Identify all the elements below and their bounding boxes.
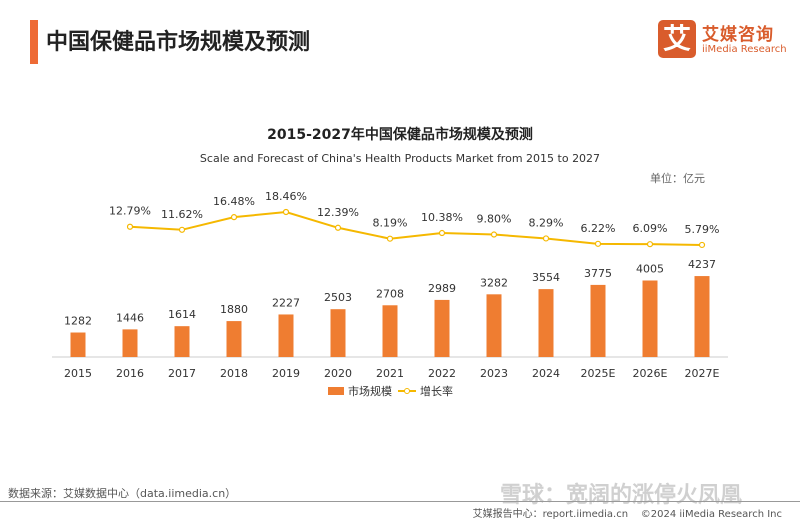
report-center: 艾媒报告中心：report.iimedia.cn xyxy=(472,509,629,520)
growth-point-2020 xyxy=(334,224,342,231)
x-tick-label: 2019 xyxy=(272,367,300,380)
x-tick-label: 2026E xyxy=(633,367,668,380)
growth-point-2025E xyxy=(594,240,602,247)
legend-bar-label: 市场规模 xyxy=(348,384,392,398)
bar-value-label: 1880 xyxy=(220,303,248,316)
bar-value-label: 3775 xyxy=(584,267,612,280)
bar-2025E xyxy=(590,284,606,357)
unit-label: 单位：亿元 xyxy=(650,171,705,185)
title-accent-bar xyxy=(30,20,38,64)
chart: 2015-2027年中国保健品市场规模及预测 Scale and Forecas… xyxy=(52,126,728,398)
bar-2017 xyxy=(174,326,190,357)
x-tick-label: 2027E xyxy=(685,367,720,380)
logo-mark: 艾 xyxy=(658,20,696,58)
bar-value-label: 3554 xyxy=(532,271,560,284)
growth-rate-line xyxy=(129,210,703,246)
x-tick-label: 2025E xyxy=(581,367,616,380)
growth-rate-label: 8.19% xyxy=(373,217,408,230)
x-tick-label: 2015 xyxy=(64,367,92,380)
x-tick-label: 2020 xyxy=(324,367,352,380)
bar-2018 xyxy=(226,321,242,357)
growth-rate-label: 6.09% xyxy=(633,222,668,235)
bar-value-label: 1614 xyxy=(168,308,196,321)
growth-rate-label: 10.38% xyxy=(421,211,463,224)
growth-point-2022 xyxy=(438,229,446,237)
growth-point-2019 xyxy=(282,208,290,216)
x-tick-label: 2018 xyxy=(220,367,248,380)
data-source: 数据来源：艾媒数据中心（data.iimedia.cn） xyxy=(8,487,237,500)
chart-subtitle: Scale and Forecast of China's Health Pro… xyxy=(200,152,600,165)
bar-value-label: 2989 xyxy=(428,282,456,295)
growth-point-2017 xyxy=(178,226,186,233)
logo-name-cn: 艾媒咨询 xyxy=(702,25,774,45)
x-tick-label: 2022 xyxy=(428,367,456,380)
growth-rate-label: 18.46% xyxy=(265,190,307,203)
bar-2027E xyxy=(694,276,710,357)
growth-point-2023 xyxy=(490,231,498,238)
growth-rate-label: 16.48% xyxy=(213,195,255,208)
growth-rate-label: 12.39% xyxy=(317,206,359,219)
bar-value-label: 4237 xyxy=(688,258,716,271)
bar-value-label: 1446 xyxy=(116,311,144,324)
legend-line-label: 增长率 xyxy=(420,384,453,398)
growth-rate-label: 12.79% xyxy=(109,205,151,218)
growth-point-2018 xyxy=(230,214,238,221)
x-tick-label: 2021 xyxy=(376,367,404,380)
bar-2024 xyxy=(538,289,554,357)
growth-rate-label: 11.62% xyxy=(161,208,203,221)
x-tick-label: 2017 xyxy=(168,367,196,380)
bar-2015 xyxy=(70,332,86,357)
bar-value-label: 3282 xyxy=(480,276,508,289)
x-tick-label: 2016 xyxy=(116,367,144,380)
footer-info: 艾媒报告中心：report.iimedia.cn ©2024 iiMedia R… xyxy=(473,505,782,520)
chart-title: 2015-2027年中国保健品市场规模及预测 xyxy=(267,126,533,143)
bar-2022 xyxy=(434,299,450,357)
x-tick-label: 2024 xyxy=(532,367,560,380)
bar-value-label: 2503 xyxy=(324,291,352,304)
growth-point-2026E xyxy=(646,241,654,248)
bar-2019 xyxy=(278,314,294,357)
x-tick-label: 2023 xyxy=(480,367,508,380)
bar-value-label: 2708 xyxy=(376,287,404,300)
growth-rate-label: 5.79% xyxy=(685,223,720,236)
logo-name-en: iiMedia Research xyxy=(702,44,787,55)
bar-value-label: 1282 xyxy=(64,315,92,328)
bar-value-label: 2227 xyxy=(272,296,300,309)
legend: 市场规模 增长率 xyxy=(328,384,453,398)
watermark: 雪球：宽阔的涨停火凤凰 xyxy=(500,483,743,508)
growth-point-2027E xyxy=(698,241,706,249)
growth-point-2021 xyxy=(386,235,394,242)
growth-point-2016 xyxy=(126,223,134,230)
bar-2021 xyxy=(382,305,398,357)
footer-divider xyxy=(0,501,800,502)
bar-2026E xyxy=(642,280,658,357)
bar-2023 xyxy=(486,294,502,357)
growth-rate-label: 8.29% xyxy=(529,216,564,229)
bar-2020 xyxy=(330,309,346,357)
bar-2016 xyxy=(122,329,138,357)
growth-rate-label: 9.80% xyxy=(477,213,512,226)
growth-rate-label: 6.22% xyxy=(581,222,616,235)
page-title: 中国保健品市场规模及预测 xyxy=(46,30,311,55)
iimedia-logo: 艾 艾媒咨询 iiMedia Research xyxy=(658,20,790,60)
copyright: ©2024 iiMedia Research Inc xyxy=(640,509,782,520)
bar-value-label: 4005 xyxy=(636,263,664,276)
legend-bar-swatch xyxy=(328,387,344,395)
growth-point-2024 xyxy=(542,235,550,242)
legend-line-marker xyxy=(404,388,410,394)
